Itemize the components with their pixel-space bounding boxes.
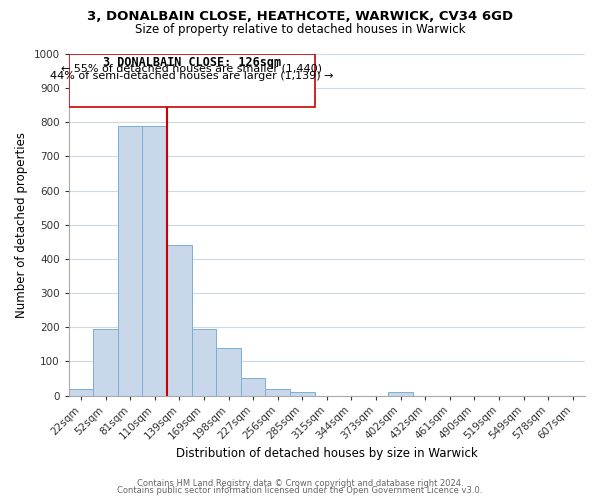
- Bar: [118, 126, 142, 396]
- Text: Contains public sector information licensed under the Open Government Licence v3: Contains public sector information licen…: [118, 486, 482, 495]
- Text: 44% of semi-detached houses are larger (1,139) →: 44% of semi-detached houses are larger (…: [50, 72, 334, 82]
- Bar: [167, 246, 191, 396]
- X-axis label: Distribution of detached houses by size in Warwick: Distribution of detached houses by size …: [176, 447, 478, 460]
- Text: Contains HM Land Registry data © Crown copyright and database right 2024.: Contains HM Land Registry data © Crown c…: [137, 478, 463, 488]
- Bar: [241, 378, 265, 396]
- Text: 3, DONALBAIN CLOSE, HEATHCOTE, WARWICK, CV34 6GD: 3, DONALBAIN CLOSE, HEATHCOTE, WARWICK, …: [87, 10, 513, 23]
- Bar: [93, 329, 118, 396]
- Text: ← 55% of detached houses are smaller (1,440): ← 55% of detached houses are smaller (1,…: [61, 64, 322, 74]
- Bar: [265, 388, 290, 396]
- Bar: [69, 54, 314, 107]
- Bar: [142, 126, 167, 396]
- Text: Size of property relative to detached houses in Warwick: Size of property relative to detached ho…: [135, 22, 465, 36]
- Bar: [290, 392, 314, 396]
- Bar: [69, 388, 93, 396]
- Text: 3 DONALBAIN CLOSE: 126sqm: 3 DONALBAIN CLOSE: 126sqm: [103, 56, 281, 70]
- Y-axis label: Number of detached properties: Number of detached properties: [15, 132, 28, 318]
- Bar: [216, 348, 241, 396]
- Bar: [191, 329, 216, 396]
- Bar: [388, 392, 413, 396]
